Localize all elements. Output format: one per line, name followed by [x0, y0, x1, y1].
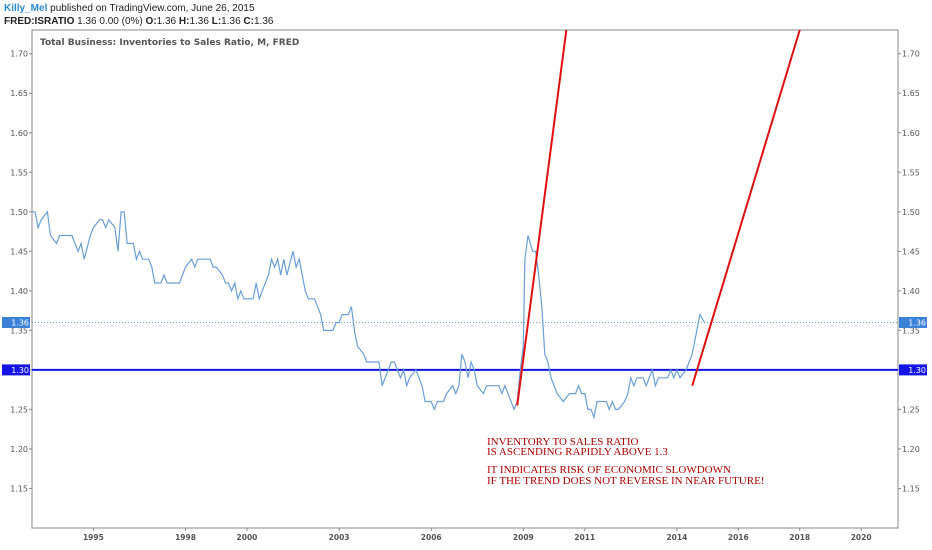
- y-axis-right: 1.151.201.251.301.351.401.451.501.551.60…: [898, 50, 920, 493]
- low-label: L:: [211, 16, 222, 27]
- trend-lines: [516, 29, 801, 406]
- y-tick-label: 1.60: [10, 129, 28, 138]
- price-badge-label: 1.36: [11, 318, 29, 327]
- close-label: C:: [243, 16, 254, 27]
- x-tick-label: 1995: [83, 533, 104, 542]
- open-label: O:: [145, 16, 157, 27]
- published-text: published on TradingView.com, June 26, 2…: [50, 3, 255, 14]
- price-badge-left: [2, 316, 30, 328]
- y-tick-label: 1.40: [902, 287, 920, 296]
- y-tick-label: 1.70: [902, 50, 920, 59]
- y-tick-label: 1.45: [902, 247, 920, 256]
- x-tick-label: 1998: [175, 533, 196, 542]
- y-tick-label: 1.55: [10, 168, 28, 177]
- ohlc-line: FRED:ISRATIO 1.36 0.00 (0%) O:1.36 H:1.3…: [4, 15, 273, 28]
- y-axis-left: 1.15 1.20 1.25 1.30 1.35 1.40 1.45 1.50 1.55 1.60…: [10, 50, 32, 493]
- price-badge-right: [899, 364, 927, 376]
- close-value: 1.36: [253, 16, 274, 27]
- open-value: 1.36: [156, 16, 177, 27]
- annotation-line: IF THE TREND DOES NOT REVERSE IN NEAR FU…: [487, 475, 764, 487]
- price-badge-label: 1.30: [908, 366, 926, 375]
- x-tick-label: 2003: [329, 533, 350, 542]
- symbol-label[interactable]: FRED:ISRATIO: [4, 16, 75, 27]
- high-label: H:: [178, 16, 190, 27]
- y-tick-label: 1.25: [902, 405, 920, 414]
- price-badge-right: [899, 316, 927, 328]
- y-tick-label: 1.65: [10, 89, 28, 98]
- y-tick-label: 1.65: [902, 89, 920, 98]
- annotation-line: INVENTORY TO SALES RATIO: [487, 436, 639, 448]
- plot-frame: [31, 29, 899, 529]
- y-tick-label: 1.35: [10, 326, 28, 335]
- high-value: 1.36: [189, 16, 209, 27]
- x-tick-label: 2020: [851, 533, 872, 542]
- x-tick-label: 2018: [789, 533, 810, 542]
- y-tick-label: 1.25: [10, 405, 28, 414]
- annotation-line: IS ASCENDING RAPIDLY ABOVE 1.3: [487, 446, 668, 458]
- x-axis: 1995 1998 2000 2003 2006 2009 2011 2014 2016 2018…: [83, 528, 872, 542]
- y-tick-label: 1.45: [10, 247, 28, 256]
- x-tick-label: 2011: [574, 533, 595, 542]
- trend-line: [516, 29, 568, 406]
- y-tick-label: 1.20: [902, 445, 920, 454]
- x-tick-label: 2014: [666, 533, 687, 542]
- price-badge-left: [2, 364, 30, 376]
- y-tick-label: 1.55: [902, 168, 920, 177]
- y-tick-label: 1.70: [10, 50, 28, 59]
- reference-lines: 1.30 1.30 1.36 1.36: [2, 316, 927, 376]
- y-tick-label: 1.15: [902, 484, 920, 493]
- y-tick-label: 1.35: [902, 326, 920, 335]
- author-link[interactable]: Killy_Mel: [4, 3, 48, 14]
- x-tick-label: 2016: [728, 533, 749, 542]
- y-tick-label: 1.60: [902, 129, 920, 138]
- series-line: [32, 210, 706, 420]
- chart-title: Total Business: Inventories to Sales Rat…: [40, 38, 299, 48]
- annotation-line: IT INDICATES RISK OF ECONOMIC SLOWDOWN: [487, 464, 731, 476]
- y-tick-label: 1.50: [902, 208, 920, 217]
- chart-header: Killy_Mel published on TradingView.com, …: [4, 2, 273, 28]
- y-tick-label: 1.40: [10, 287, 28, 296]
- publish-line: Killy_Mel published on TradingView.com, …: [4, 2, 273, 15]
- trend-line: [691, 29, 801, 387]
- x-tick-label: 2000: [237, 533, 258, 542]
- y-tick-label: 1.50: [10, 208, 28, 217]
- price-badge-label: 1.36: [908, 318, 926, 327]
- low-value: 1.36: [221, 16, 241, 27]
- y-tick-label: 1.20: [10, 445, 28, 454]
- price-badge-label: 1.30: [11, 366, 29, 375]
- x-tick-label: 2009: [513, 533, 534, 542]
- change-value: 1.36 0.00 (0%): [77, 16, 143, 27]
- y-tick-label: 1.15: [10, 484, 28, 493]
- x-tick-label: 2006: [421, 533, 442, 542]
